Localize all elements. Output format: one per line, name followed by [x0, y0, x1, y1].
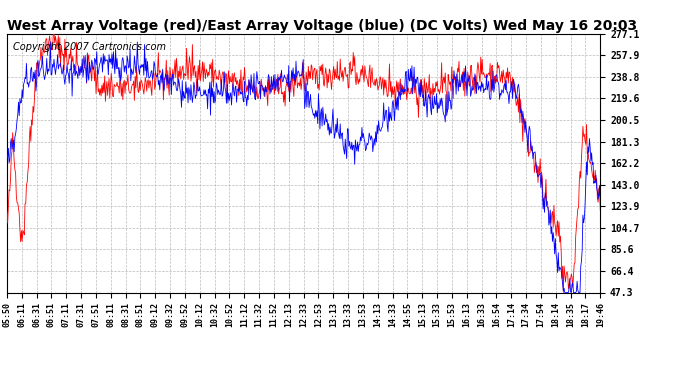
Text: Copyright 2007 Cartronics.com: Copyright 2007 Cartronics.com [13, 42, 166, 51]
Text: West Array Voltage (red)/East Array Voltage (blue) (DC Volts) Wed May 16 20:03: West Array Voltage (red)/East Array Volt… [7, 19, 637, 33]
